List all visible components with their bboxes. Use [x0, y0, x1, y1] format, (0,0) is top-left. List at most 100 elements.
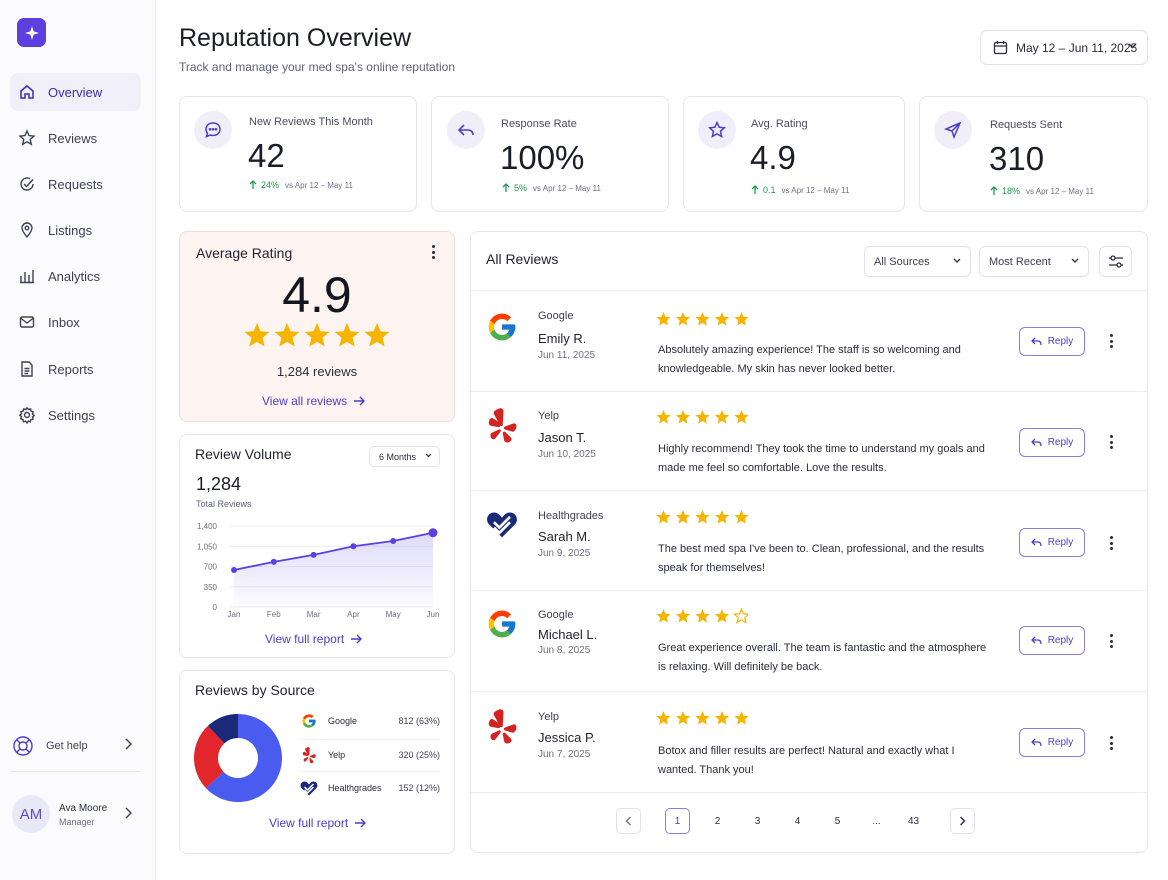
page-button[interactable]: 2 — [714, 815, 721, 827]
reviewer-name: Jason T. — [538, 430, 587, 445]
average-rating-stars — [179, 322, 455, 355]
donut-slice-google — [205, 714, 282, 802]
page-button[interactable]: 5 — [834, 815, 841, 827]
more-options-icon[interactable] — [1106, 332, 1116, 350]
page-button[interactable]: 4 — [794, 815, 801, 827]
review-text-line: knowledgeable. My skin has never looked … — [658, 363, 896, 375]
filter-settings-button[interactable] — [1099, 246, 1132, 277]
more-options-icon[interactable] — [1106, 734, 1116, 752]
more-options-icon[interactable] — [428, 243, 438, 261]
chevron-down-icon — [953, 258, 961, 263]
stat-label: Requests Sent — [990, 119, 1063, 131]
star-filled-icon — [695, 711, 710, 725]
sidebar-item-inbox[interactable]: Inbox — [10, 303, 141, 341]
source-value: 320 (25%) — [398, 750, 440, 760]
page-button[interactable]: 43 — [907, 815, 920, 827]
chat-bubble-icon — [194, 111, 232, 149]
sidebar-item-overview[interactable]: Overview — [10, 73, 141, 111]
app-logo[interactable] — [17, 18, 46, 47]
review-source: Yelp — [538, 410, 560, 422]
reply-button[interactable]: Reply — [1019, 327, 1085, 356]
healthgrades-icon — [485, 507, 519, 541]
next-page-button[interactable] — [950, 808, 975, 834]
send-icon — [934, 111, 972, 149]
chevron-right-icon — [125, 807, 132, 819]
arrow-right-icon — [351, 634, 363, 644]
home-icon — [20, 85, 34, 99]
source-row-healthgrades: Healthgrades 152 (12%) — [300, 775, 440, 801]
data-point — [390, 538, 397, 545]
y-tick-label: 1,400 — [197, 522, 218, 531]
sidebar-item-label: Listings — [48, 222, 93, 238]
y-tick-label: 700 — [204, 563, 218, 572]
stat-value: 100% — [500, 139, 585, 176]
reply-button[interactable]: Reply — [1019, 428, 1085, 457]
sidebar-item-analytics[interactable]: Analytics — [10, 257, 141, 295]
review-text: Absolutely amazing experience! The staff… — [658, 341, 988, 379]
review-source: Healthgrades — [538, 510, 604, 522]
get-help-button[interactable]: Get help — [12, 734, 132, 758]
star-filled-icon — [675, 410, 691, 424]
source-row-google: Google 812 (63%) — [300, 708, 440, 734]
view-full-report-link[interactable]: View full report — [265, 632, 363, 646]
source-name: Google — [328, 716, 358, 726]
stat-label: Response Rate — [501, 118, 577, 130]
reply-label: Reply — [1047, 635, 1074, 646]
link-label: View full report — [265, 632, 345, 646]
review-text-line: Absolutely amazing experience! The staff… — [658, 344, 961, 356]
sliders-icon — [1108, 254, 1123, 268]
star-filled-icon — [714, 510, 730, 524]
sparkle-icon — [24, 25, 39, 40]
reply-arrow-icon — [1030, 538, 1042, 547]
page-button[interactable]: 3 — [754, 815, 761, 827]
x-tick-label: Feb — [267, 610, 281, 619]
review-rating-stars — [656, 711, 748, 725]
prev-page-button[interactable] — [616, 808, 641, 834]
star-filled-icon — [334, 323, 360, 347]
review-volume-total: 1,284 — [196, 474, 242, 494]
view-all-reviews-link[interactable]: View all reviews — [262, 394, 366, 408]
more-options-icon[interactable] — [1106, 632, 1116, 650]
review-text: Highly recommend! They took the time to … — [658, 440, 988, 478]
reviewer-name: Sarah M. — [538, 529, 591, 544]
reply-button[interactable]: Reply — [1019, 728, 1085, 757]
review-date: Jun 7, 2025 — [538, 749, 591, 760]
y-tick-label: 0 — [213, 603, 218, 612]
reply-label: Reply — [1047, 537, 1074, 548]
sort-select[interactable]: Most Recent — [979, 246, 1089, 277]
yelp-icon — [485, 408, 519, 443]
star-filled-icon — [714, 312, 730, 326]
page-button[interactable]: 1 — [665, 808, 690, 834]
sidebar-item-reviews[interactable]: Reviews — [10, 119, 141, 157]
star-filled-icon — [695, 410, 710, 424]
sidebar-item-listings[interactable]: Listings — [10, 211, 141, 249]
date-range-picker[interactable]: May 12 – Jun 11, 2025 — [980, 30, 1148, 65]
reply-button[interactable]: Reply — [1019, 626, 1085, 655]
user-menu[interactable]: AM Ava Moore Manager — [12, 795, 134, 833]
view-full-report-link[interactable]: View full report — [269, 816, 367, 830]
star-filled-icon — [695, 609, 710, 623]
stat-change: 5% — [514, 183, 528, 193]
sidebar-item-requests[interactable]: Requests — [10, 165, 141, 203]
source-filter-select[interactable]: All Sources — [864, 246, 971, 277]
star-filled-icon — [274, 323, 300, 347]
stat-change: 24% — [261, 180, 280, 190]
source-donut-chart — [194, 714, 282, 802]
stat-value: 42 — [248, 137, 285, 174]
data-point — [310, 551, 317, 558]
divider — [471, 792, 1147, 793]
more-options-icon[interactable] — [1106, 534, 1116, 552]
sidebar-item-settings[interactable]: Settings — [10, 396, 141, 434]
review-date: Jun 10, 2025 — [538, 449, 596, 460]
review-text: The best med spa I've been to. Clean, pr… — [658, 540, 988, 578]
star-filled-icon — [656, 609, 671, 623]
more-options-icon[interactable] — [1106, 433, 1116, 451]
reply-button[interactable]: Reply — [1019, 528, 1085, 557]
review-rating-stars — [656, 312, 748, 326]
check-circle-icon — [20, 177, 34, 191]
period-select[interactable]: 6 Months — [369, 446, 440, 467]
star-filled-icon — [695, 312, 710, 326]
sidebar-item-reports[interactable]: Reports — [10, 350, 141, 388]
google-icon — [485, 310, 519, 344]
star-filled-icon — [734, 410, 748, 424]
